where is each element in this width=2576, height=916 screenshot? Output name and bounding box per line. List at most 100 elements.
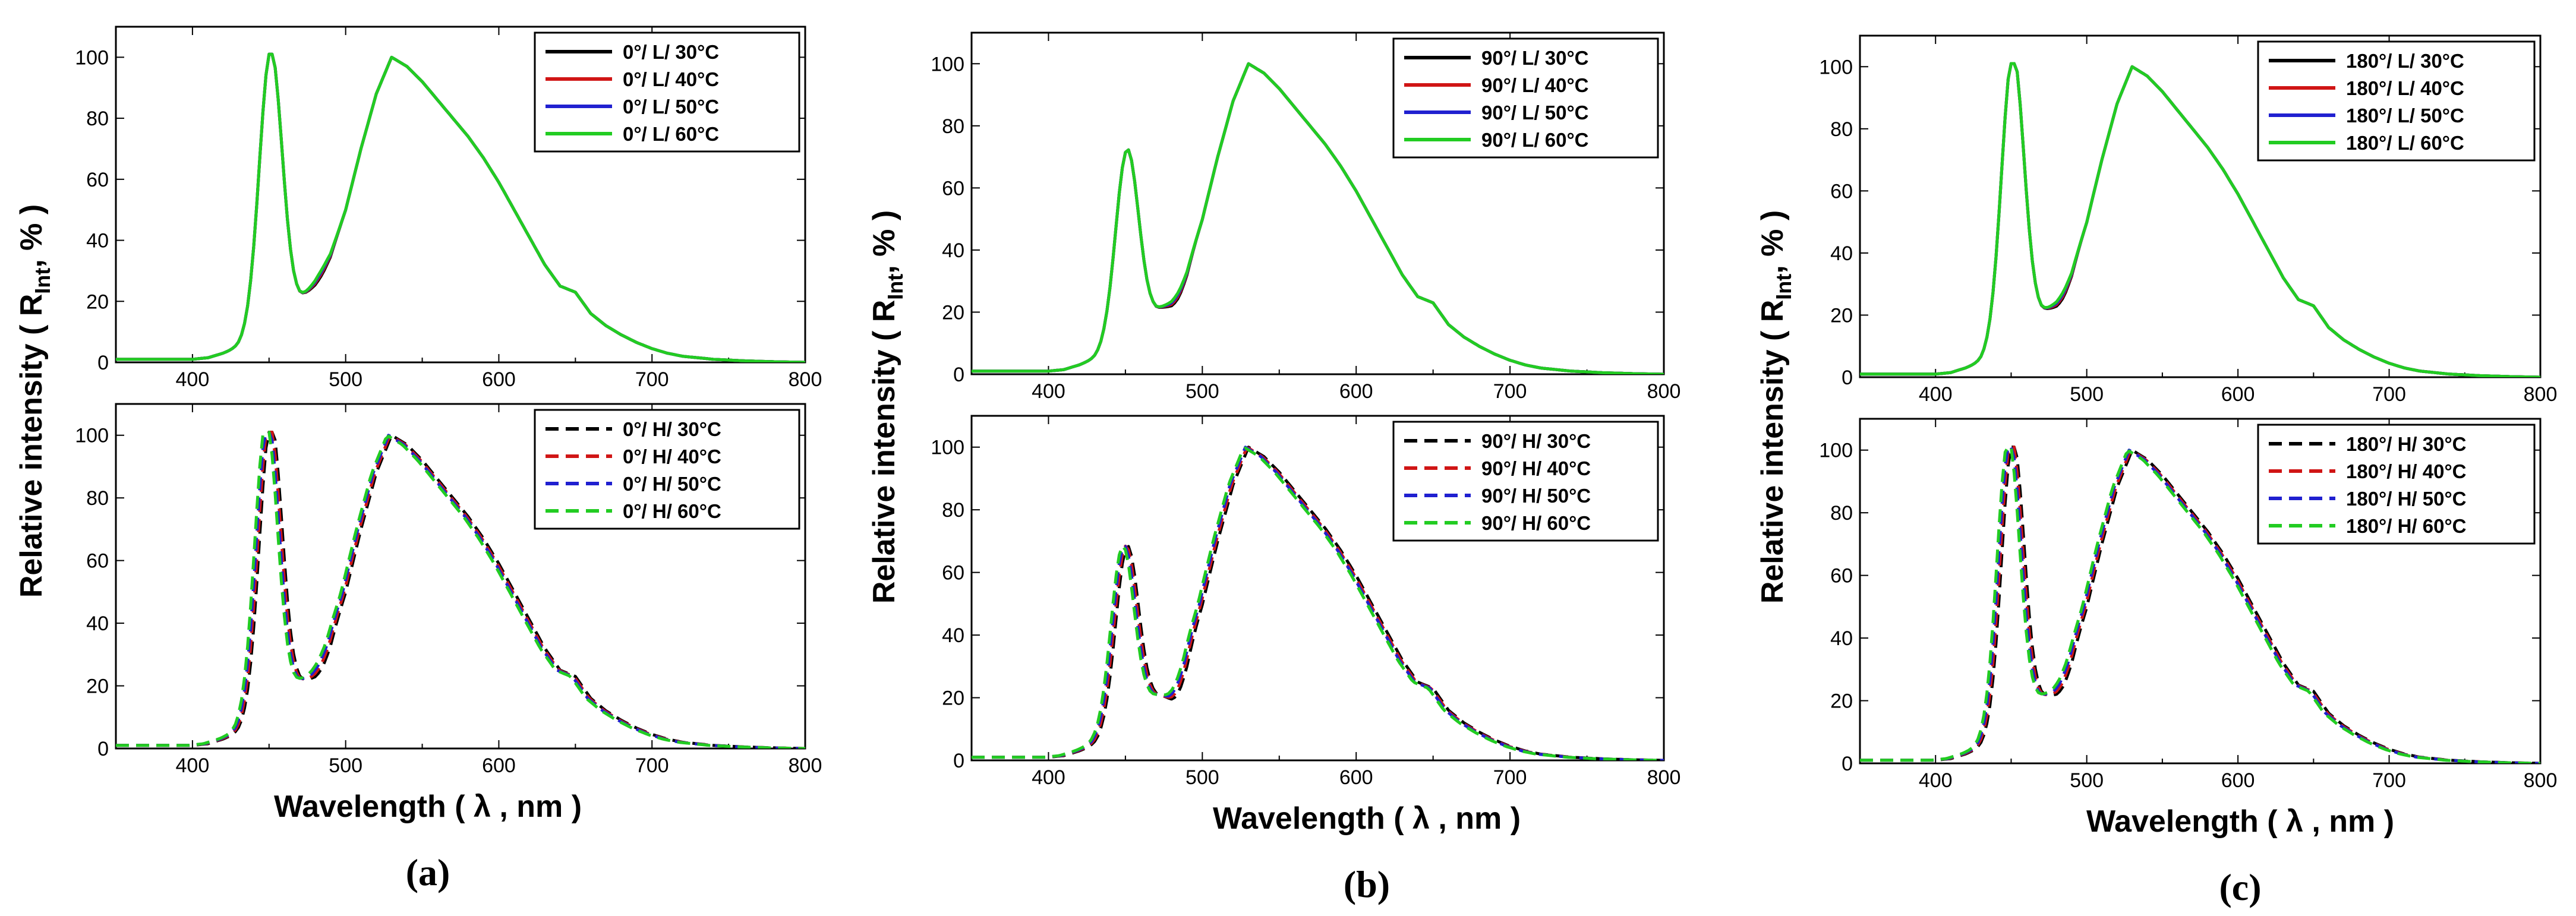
y-tick-label: 100 [931,437,964,459]
x-tick-label: 400 [1032,380,1065,403]
x-tick-label: 800 [2524,769,2558,792]
legend-label: 90°/ H/ 60°C [1481,512,1591,534]
legend-box [534,409,800,530]
y-tick-label: 20 [942,301,964,324]
legend-label: 180°/ L/ 50°C [2346,105,2464,127]
legend-label: 180°/ H/ 30°C [2346,433,2467,455]
x-tick-label: 500 [1185,380,1219,403]
series-line-60c [1860,62,2540,377]
legend-label: 0°/ L/ 30°C [623,41,719,63]
y-tick-label: 20 [942,687,964,710]
panel-label-a: (a) [406,851,450,893]
y-tick-label: 0 [97,352,109,374]
y-tick-label: 60 [1830,180,1853,203]
y-tick-label: 40 [942,624,964,647]
panel-label-c: (c) [2219,866,2261,908]
y-tick-label: 80 [86,108,109,130]
column-b: Relative intensity ( RInt, % ) Wavelengt… [867,210,1521,905]
plot-c-bottom: 400 500 600 700 800 0 20 40 60 80 100 180°/ H/ 30°C… [1819,418,2558,792]
y-tick-label: 0 [953,750,964,772]
y-tick-label: 20 [86,290,109,313]
legend-label: 180°/ H/ 50°C [2346,488,2467,510]
legend-label: 0°/ L/ 60°C [623,123,719,145]
legend-label: 90°/ L/ 60°C [1481,129,1588,151]
x-tick-label: 800 [1647,380,1681,403]
legend-label: 180°/ H/ 40°C [2346,460,2467,482]
x-tick-label: 500 [1185,766,1219,789]
x-tick-label: 600 [2221,769,2255,792]
y-tick-label: 20 [1830,304,1853,327]
y-tick-label: 60 [942,177,964,200]
y-tick-label: 40 [86,612,109,635]
y-tick-label: 60 [86,550,109,573]
series-line-60c [972,446,1664,760]
y-tick-label: 80 [86,487,109,510]
legend-label: 90°/ L/ 30°C [1481,47,1588,69]
legend-label: 0°/ H/ 30°C [623,418,721,440]
x-tick-label: 400 [1919,769,1953,792]
y-tick-label: 40 [86,230,109,252]
y-axis-title: Relative intensity ( RInt, % ) [867,210,907,604]
x-tick-label: 700 [2372,769,2406,792]
x-tick-label: 400 [1919,383,1953,406]
y-tick-label: 20 [1830,690,1853,713]
x-tick-label: 400 [176,754,210,777]
legend-label: 0°/ H/ 60°C [623,500,721,522]
plot-c-top: 400 500 600 700 800 0 20 40 60 80 100 180°/ L/ 30°C… [1819,34,2557,406]
x-axis-title: Wavelength ( λ , nm ) [274,789,582,824]
x-tick-label: 600 [482,754,516,777]
y-tick-label: 0 [97,738,109,760]
x-tick-label: 800 [789,368,822,391]
series-line-60c [972,62,1664,374]
legend-box [1392,421,1659,542]
legend-label: 180°/ L/ 60°C [2346,132,2464,154]
column-a: Relative intensity ( RInt, % ) Wavelengt… [14,204,582,893]
panel-label-b: (b) [1344,863,1390,905]
y-tick-label: 40 [1830,242,1853,265]
y-tick-label: 0 [1842,753,1853,775]
y-tick-label: 60 [942,562,964,585]
y-tick-label: 0 [1842,367,1853,389]
legend-label: 90°/ L/ 50°C [1481,102,1588,124]
legend-label: 90°/ H/ 30°C [1481,430,1591,452]
x-tick-label: 500 [2070,769,2104,792]
legend-label: 0°/ H/ 40°C [623,446,721,468]
x-tick-label: 800 [789,754,822,777]
legend-label: 0°/ L/ 40°C [623,68,719,90]
x-tick-label: 700 [2372,383,2406,406]
y-tick-label: 80 [1830,118,1853,141]
y-tick-label: 80 [942,115,964,138]
plot-a-bottom: 400 500 600 700 800 0 20 40 60 80 100 0°/ H/ 30°C 0°… [75,403,822,777]
x-axis-title: Wavelength ( λ , nm ) [2086,804,2394,839]
x-tick-label: 500 [329,368,362,391]
legend-label: 0°/ L/ 50°C [623,96,719,118]
x-tick-label: 600 [2221,383,2255,406]
y-tick-label: 60 [86,169,109,191]
x-tick-label: 700 [635,754,669,777]
series-line-60c [116,52,805,362]
legend-label: 180°/ H/ 60°C [2346,515,2467,537]
y-tick-label: 100 [931,53,964,75]
x-tick-label: 400 [176,368,210,391]
plot-frame [970,31,1665,375]
x-axis-title: Wavelength ( λ , nm ) [1213,801,1521,836]
y-tick-label: 20 [86,675,109,698]
y-tick-label: 80 [942,499,964,522]
column-c: Relative intensity ( RInt, % ) Wavelengt… [1755,210,2394,908]
legend-label: 90°/ L/ 40°C [1481,74,1588,96]
plot-a-top: 400 500 600 700 800 0 20 40 60 80 100 0°/ L/ 30°C 0°… [75,26,822,391]
x-tick-label: 500 [329,754,362,777]
y-axis-title: Relative intensity ( RInt, % ) [14,204,55,598]
y-tick-label: 60 [1830,565,1853,587]
legend-box [2257,424,2536,545]
legend-label: 180°/ L/ 30°C [2346,50,2464,72]
x-tick-label: 400 [1032,766,1065,789]
x-tick-label: 800 [1647,766,1681,789]
x-tick-label: 700 [1493,380,1527,403]
x-tick-label: 500 [2070,383,2104,406]
x-tick-label: 600 [482,368,516,391]
y-tick-label: 100 [75,46,109,69]
series-line-60c [1860,446,2540,763]
